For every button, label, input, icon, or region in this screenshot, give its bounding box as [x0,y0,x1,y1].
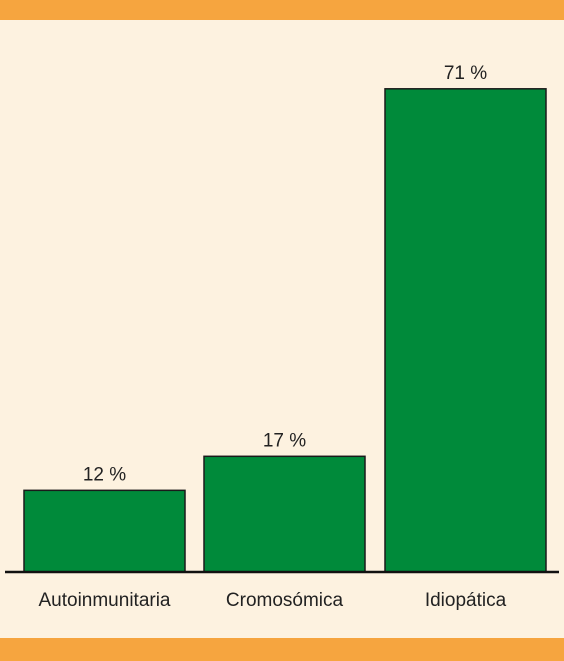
bar-idiopatica [384,88,547,573]
bottom-band [0,638,564,661]
bar-cromosomica [203,455,366,573]
category-label-cromosomica: Cromosómica [226,590,344,611]
category-label-autoinmunitaria: Autoinmunitaria [38,590,170,611]
category-label-idiopatica: Idiopática [425,590,507,611]
value-label-autoinmunitaria: 12 % [83,464,126,485]
value-labels-group: 12 % 17 % 71 % [83,63,487,486]
bars-group [23,88,547,573]
category-labels-group: Autoinmunitaria Cromosómica Idiopática [38,590,506,611]
bar-autoinmunitaria [23,489,186,573]
value-label-cromosomica: 17 % [263,430,306,451]
top-band [0,0,564,20]
value-label-idiopatica: 71 % [444,63,487,84]
